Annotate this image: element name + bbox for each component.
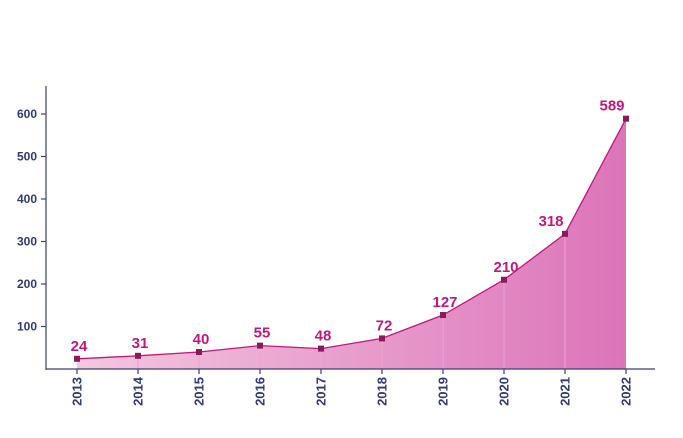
- data-point-marker: [257, 342, 263, 349]
- data-label: 127: [432, 294, 457, 311]
- data-label: 210: [493, 259, 518, 276]
- data-label: 31: [132, 335, 149, 352]
- y-tick-label: 200: [17, 277, 37, 291]
- x-tick-label: 2017: [314, 377, 329, 406]
- data-point-marker: [74, 355, 80, 362]
- series-line: [76, 118, 627, 360]
- data-label: 48: [315, 328, 332, 345]
- data-label: 589: [599, 98, 624, 115]
- data-label: 24: [71, 338, 88, 355]
- y-tick-label: 100: [17, 320, 37, 334]
- data-point-marker: [135, 352, 141, 359]
- y-tick-label: 300: [17, 235, 37, 249]
- y-tick-label: 400: [17, 192, 37, 206]
- x-tick-label: 2021: [558, 377, 573, 406]
- data-label: 72: [376, 317, 393, 334]
- data-point-marker: [501, 276, 507, 283]
- data-point-marker: [623, 115, 629, 122]
- data-point-marker: [562, 230, 568, 237]
- x-tick-label: 2019: [436, 377, 451, 406]
- data-point-marker: [440, 312, 446, 319]
- data-label: 40: [193, 331, 210, 348]
- area-fill: [77, 118, 626, 369]
- y-tick-label: 600: [17, 107, 37, 121]
- x-tick-label: 2018: [375, 377, 390, 406]
- data-label: 55: [254, 325, 271, 342]
- x-tick-label: 2016: [253, 377, 268, 406]
- x-tick-label: 2022: [619, 377, 634, 406]
- x-tick-label: 2013: [70, 377, 85, 406]
- x-tick-label: 2020: [497, 377, 512, 406]
- data-point-marker: [318, 345, 324, 352]
- data-point-marker: [196, 349, 202, 355]
- x-tick-label: 2015: [192, 377, 207, 406]
- y-tick-label: 500: [17, 150, 37, 164]
- data-point-marker: [379, 335, 385, 342]
- data-label: 318: [538, 213, 563, 230]
- x-tick-label: 2014: [131, 376, 146, 406]
